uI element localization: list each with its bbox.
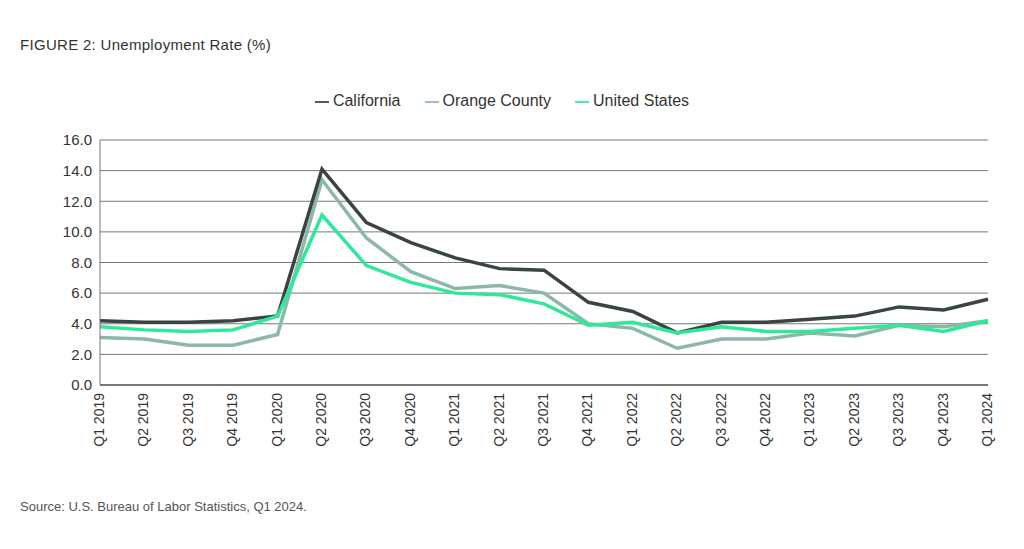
- svg-text:Q2 2023: Q2 2023: [846, 393, 862, 447]
- svg-text:Q1 2020: Q1 2020: [269, 393, 285, 447]
- svg-text:14.0: 14.0: [63, 162, 92, 179]
- svg-text:10.0: 10.0: [63, 223, 92, 240]
- svg-text:Q4 2022: Q4 2022: [757, 393, 773, 447]
- svg-text:Q2 2020: Q2 2020: [313, 393, 329, 447]
- html-text:FIGURE 2: Unemployment Rate (%: FIGURE 2: Unemployment Rate (%): [20, 36, 271, 53]
- svg-text:Q1 2019: Q1 2019: [91, 393, 107, 447]
- svg-text:Q3 2019: Q3 2019: [180, 393, 196, 447]
- svg-text:Q3 2022: Q3 2022: [713, 393, 729, 447]
- svg-text:16.0: 16.0: [63, 131, 92, 148]
- svg-text:Q3 2021: Q3 2021: [535, 393, 551, 447]
- html-text:Source: U.S. Bureau of Labor S: Source: U.S. Bureau of Labor Statistics,…: [20, 499, 307, 514]
- svg-text:2.0: 2.0: [71, 346, 92, 363]
- svg-text:0.0: 0.0: [71, 376, 92, 393]
- svg-text:Q1 2023: Q1 2023: [801, 393, 817, 447]
- svg-text:6.0: 6.0: [71, 284, 92, 301]
- svg-text:4.0: 4.0: [71, 315, 92, 332]
- svg-text:Q1 2022: Q1 2022: [624, 393, 640, 447]
- svg-text:Q3 2020: Q3 2020: [357, 393, 373, 447]
- svg-text:Q2 2019: Q2 2019: [135, 393, 151, 447]
- svg-text:Q4 2019: Q4 2019: [224, 393, 240, 447]
- svg-text:Q4 2021: Q4 2021: [579, 393, 595, 447]
- svg-text:Q2 2022: Q2 2022: [668, 393, 684, 447]
- svg-text:Q4 2020: Q4 2020: [402, 393, 418, 447]
- svg-text:12.0: 12.0: [63, 193, 92, 210]
- svg-text:Q2 2021: Q2 2021: [491, 393, 507, 447]
- html-text:Orange County: Orange County: [442, 92, 551, 109]
- svg-text:Q1 2021: Q1 2021: [446, 393, 462, 447]
- svg-text:Q3 2023: Q3 2023: [890, 393, 906, 447]
- svg-text:Q1 2024: Q1 2024: [979, 393, 995, 447]
- html-text:California: California: [332, 92, 401, 109]
- html-text:United States: United States: [593, 92, 690, 109]
- svg-text:8.0: 8.0: [71, 254, 92, 271]
- svg-text:Q4 2023: Q4 2023: [935, 393, 951, 447]
